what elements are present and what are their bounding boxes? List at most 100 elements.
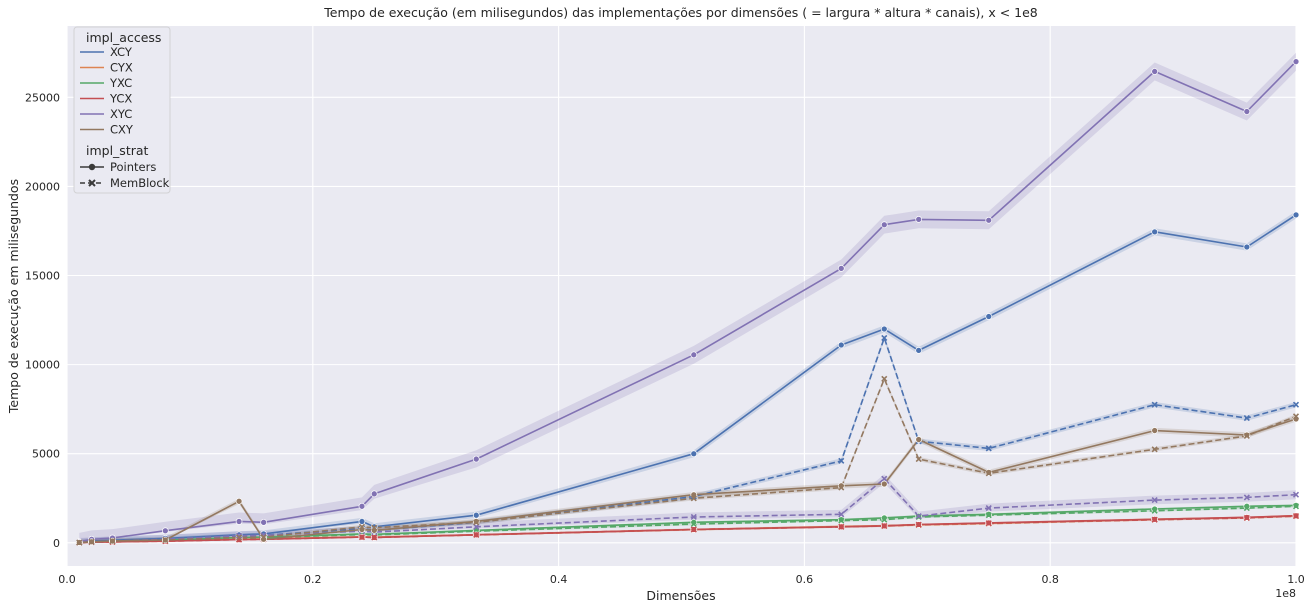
data-point	[473, 531, 480, 538]
data-point	[915, 521, 922, 528]
data-point	[1151, 68, 1159, 75]
data-point	[358, 534, 366, 541]
data-point	[690, 518, 698, 526]
data-point	[260, 518, 267, 526]
data-point	[880, 514, 888, 522]
data-point	[358, 518, 366, 525]
y-tick-label: 5000	[32, 448, 60, 461]
data-point	[358, 502, 366, 510]
legend-hue-label: CYX	[110, 61, 133, 75]
data-point	[837, 265, 845, 272]
data-point	[838, 484, 845, 491]
legend-box	[73, 26, 171, 194]
data-point	[690, 513, 697, 521]
data-point	[1243, 502, 1251, 510]
data-point	[881, 475, 888, 482]
x-axis-offset-label: 1e8	[1275, 587, 1296, 600]
data-point	[76, 539, 83, 546]
data-point	[472, 455, 480, 463]
data-point	[1151, 507, 1158, 514]
data-point	[1292, 503, 1300, 510]
plot-area	[67, 26, 1296, 566]
data-point	[161, 527, 169, 535]
legend-hue-title: impl_access	[86, 30, 161, 45]
data-point	[915, 456, 922, 463]
data-point	[837, 341, 845, 349]
y-axis-ticks: 0 5000 10000 15000 20000 25000	[25, 91, 60, 550]
ci-band-xyc-memblock	[79, 474, 1296, 543]
ci-band-cyx-pointers	[79, 514, 1296, 543]
data-point	[1292, 211, 1300, 219]
data-point	[1243, 432, 1250, 439]
data-point	[880, 325, 888, 333]
ci-band-ycx-pointers	[79, 514, 1296, 543]
data-point	[260, 534, 267, 541]
legend-style-label: Pointers	[110, 160, 156, 174]
data-point	[1151, 505, 1159, 513]
data-point	[1151, 516, 1158, 523]
data-point	[881, 375, 888, 382]
grid-lines	[66, 26, 1297, 566]
data-point	[235, 497, 243, 505]
x-tick-label: 1.0	[1287, 573, 1305, 586]
data-point	[880, 480, 888, 488]
legend-style-title: impl_strat	[86, 143, 149, 158]
data-point	[235, 518, 243, 525]
data-point	[985, 313, 993, 320]
data-point	[915, 216, 923, 223]
data-point	[1292, 491, 1300, 498]
y-tick-label: 0	[53, 537, 60, 550]
data-point	[985, 520, 992, 527]
data-point	[1243, 494, 1250, 501]
y-axis-label: Tempo de execução em milisegundos	[6, 179, 21, 414]
data-point	[109, 537, 116, 545]
x-axis-ticks: 0.0 0.2 0.4 0.6 0.8 1.0	[58, 573, 1305, 586]
data-point	[1151, 228, 1159, 236]
data-point	[985, 216, 993, 224]
data-point	[1292, 58, 1300, 65]
data-point	[915, 347, 923, 354]
data-point	[985, 470, 992, 477]
y-tick-label: 15000	[25, 270, 60, 283]
x-tick-label: 0.6	[796, 573, 814, 586]
x-tick-label: 0.0	[58, 573, 76, 586]
data-point	[162, 536, 169, 544]
data-point	[1243, 243, 1251, 251]
data-point	[371, 534, 378, 541]
data-point	[235, 532, 243, 539]
data-point	[838, 457, 845, 464]
data-point	[1151, 427, 1159, 434]
ci-band-cxy-pointers	[79, 416, 1296, 543]
x-tick-label: 0.4	[550, 573, 568, 586]
legend-hue-label: YCX	[109, 92, 132, 106]
data-point	[881, 334, 888, 341]
data-point	[881, 522, 888, 529]
data-point	[690, 450, 698, 458]
x-tick-label: 0.2	[304, 573, 322, 586]
legend-x-marker	[88, 179, 96, 187]
y-tick-label: 20000	[25, 180, 60, 193]
data-point	[985, 505, 992, 512]
data-point	[88, 538, 95, 545]
data-point	[1243, 505, 1250, 512]
data-point	[1151, 446, 1158, 453]
data-point	[235, 534, 243, 541]
data-point	[985, 445, 992, 452]
data-point	[1243, 514, 1250, 521]
data-point	[690, 495, 697, 502]
legend-style-entries: Pointers MemBlock	[80, 160, 170, 190]
data-point	[690, 526, 697, 533]
data-point	[1243, 415, 1250, 422]
legend-hue-label: XYC	[110, 107, 132, 121]
data-point	[1151, 496, 1158, 504]
y-tick-label: 25000	[25, 91, 60, 104]
data-point	[371, 524, 378, 531]
data-point	[838, 511, 845, 518]
x-tick-label: 0.8	[1041, 573, 1059, 586]
data-point	[473, 519, 480, 526]
data-point	[1243, 108, 1251, 115]
legend-style-label: MemBlock	[110, 176, 170, 190]
